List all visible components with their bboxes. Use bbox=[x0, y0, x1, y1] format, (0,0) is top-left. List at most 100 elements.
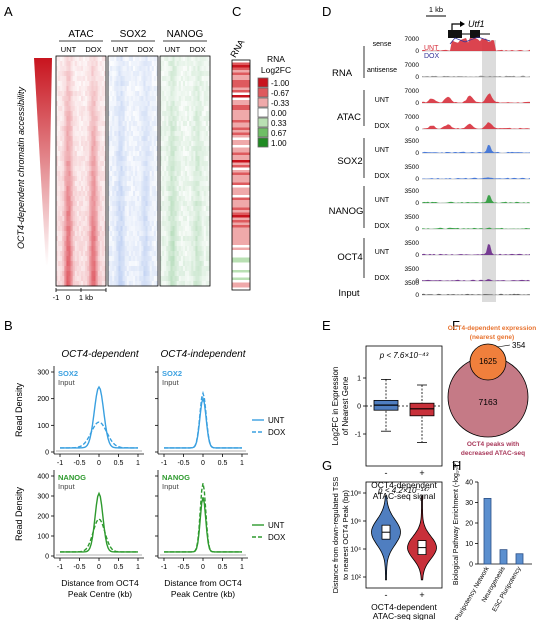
heatmap-cell bbox=[91, 196, 94, 202]
heatmap-cell bbox=[172, 136, 175, 142]
heatmap-cell bbox=[128, 96, 132, 102]
profile-x-label: Peak Centre (kb) bbox=[171, 589, 235, 599]
heatmap-cell bbox=[147, 261, 150, 267]
heatmap-cell bbox=[87, 86, 90, 92]
heatmap-cell bbox=[103, 91, 107, 97]
heatmap-cell bbox=[147, 106, 150, 112]
heatmap-cell bbox=[72, 276, 76, 282]
heatmap-cell bbox=[62, 271, 65, 277]
heatmap-cell bbox=[70, 191, 73, 197]
heatmap-cell bbox=[191, 176, 194, 182]
heatmap-cell bbox=[160, 211, 163, 217]
heatmap-cell bbox=[83, 186, 86, 192]
heatmap-cell bbox=[126, 236, 130, 242]
heatmap-cell bbox=[58, 141, 61, 147]
heatmap-cell bbox=[172, 151, 175, 157]
heatmap-cell bbox=[60, 131, 63, 137]
venn-title: OCT4-dependent expression bbox=[448, 325, 537, 332]
heatmap-cell bbox=[78, 246, 82, 252]
heatmap-cell bbox=[124, 241, 128, 247]
heatmap-cell bbox=[93, 261, 96, 267]
heatmap-cell bbox=[170, 101, 173, 107]
heatmap-cell bbox=[116, 86, 119, 92]
heatmap-cell bbox=[76, 156, 80, 162]
heatmap-cell bbox=[166, 276, 169, 282]
heatmap-cell bbox=[114, 71, 117, 77]
heatmap-cell bbox=[89, 81, 92, 87]
heatmap-cell bbox=[191, 101, 194, 107]
heatmap-cell bbox=[145, 66, 148, 72]
heatmap-cell bbox=[176, 61, 180, 67]
heatmap-cell bbox=[112, 56, 115, 62]
heatmap-cell bbox=[87, 141, 90, 147]
heatmap-cell bbox=[112, 196, 115, 202]
heatmap-cell bbox=[189, 156, 192, 162]
heatmap-cell bbox=[145, 251, 148, 257]
heatmap-cell bbox=[155, 206, 159, 212]
boxplot-plus bbox=[409, 384, 435, 443]
heatmap-cell bbox=[114, 241, 117, 247]
heatmap-cell bbox=[197, 161, 200, 167]
heatmap-cell bbox=[87, 261, 90, 267]
heatmap-cell bbox=[124, 171, 128, 177]
heatmap-cell bbox=[199, 136, 202, 142]
heatmap-cell bbox=[126, 96, 130, 102]
heatmap-cell bbox=[185, 141, 188, 147]
heatmap-cell bbox=[162, 106, 165, 112]
heatmap-cell bbox=[166, 86, 169, 92]
heatmap-cell bbox=[74, 251, 78, 257]
heatmap-cell bbox=[70, 236, 73, 242]
heatmap-cell bbox=[162, 91, 165, 97]
heatmap-cell bbox=[76, 176, 80, 182]
heatmap-cell bbox=[81, 141, 84, 147]
heatmap-cell bbox=[191, 201, 194, 207]
heatmap-cell bbox=[176, 256, 180, 262]
heatmap-cell bbox=[56, 251, 59, 257]
heatmap-title-atac: ATAC bbox=[68, 29, 93, 40]
heatmap-cell bbox=[64, 241, 67, 247]
heatmap-cell bbox=[128, 121, 132, 127]
heatmap-cell bbox=[120, 241, 123, 247]
heatmap-cell bbox=[133, 86, 136, 92]
heatmap-cell bbox=[147, 236, 150, 242]
heatmap-cell bbox=[168, 231, 171, 237]
heatmap-cell bbox=[193, 236, 196, 242]
heatmap-cell bbox=[99, 271, 103, 277]
heatmap-cell bbox=[199, 156, 202, 162]
heatmap-cell bbox=[130, 206, 134, 212]
heatmap-cell bbox=[193, 231, 196, 237]
heatmap-cell bbox=[70, 141, 73, 147]
heatmap-cell bbox=[172, 246, 175, 252]
heatmap-cell bbox=[153, 151, 157, 157]
heatmap-cell bbox=[118, 281, 121, 287]
heatmap-cell bbox=[191, 76, 194, 82]
rna-strip-cell bbox=[232, 255, 250, 258]
heatmap-cell bbox=[199, 56, 202, 62]
heatmap-cell bbox=[110, 191, 113, 197]
heatmap-cell bbox=[110, 181, 113, 187]
heatmap-cell bbox=[176, 201, 180, 207]
heatmap-cell bbox=[74, 226, 78, 232]
heatmap-cell bbox=[201, 191, 205, 197]
heatmap-cell bbox=[151, 281, 155, 287]
heatmap-cell bbox=[124, 196, 128, 202]
heatmap-cell bbox=[189, 171, 192, 177]
heatmap-cell bbox=[58, 196, 61, 202]
heatmap-cell bbox=[68, 211, 71, 217]
heatmap-cell bbox=[149, 251, 153, 257]
heatmap-cell bbox=[143, 106, 146, 112]
heatmap-cell bbox=[93, 156, 96, 162]
heatmap-cell bbox=[118, 171, 121, 177]
heatmap-cell bbox=[56, 71, 59, 77]
heatmap-cell bbox=[76, 211, 80, 217]
heatmap-cell bbox=[95, 201, 98, 207]
heatmap-cell bbox=[95, 101, 98, 107]
heatmap-cell bbox=[147, 211, 150, 217]
heatmap-cell bbox=[108, 216, 111, 222]
rna-strip-cell bbox=[232, 67, 250, 71]
heatmap-cell bbox=[112, 91, 115, 97]
rna-strip-cell bbox=[232, 220, 250, 223]
heatmap-cell bbox=[93, 191, 96, 197]
heatmap-cell bbox=[116, 181, 119, 187]
heatmap-cell bbox=[143, 141, 146, 147]
